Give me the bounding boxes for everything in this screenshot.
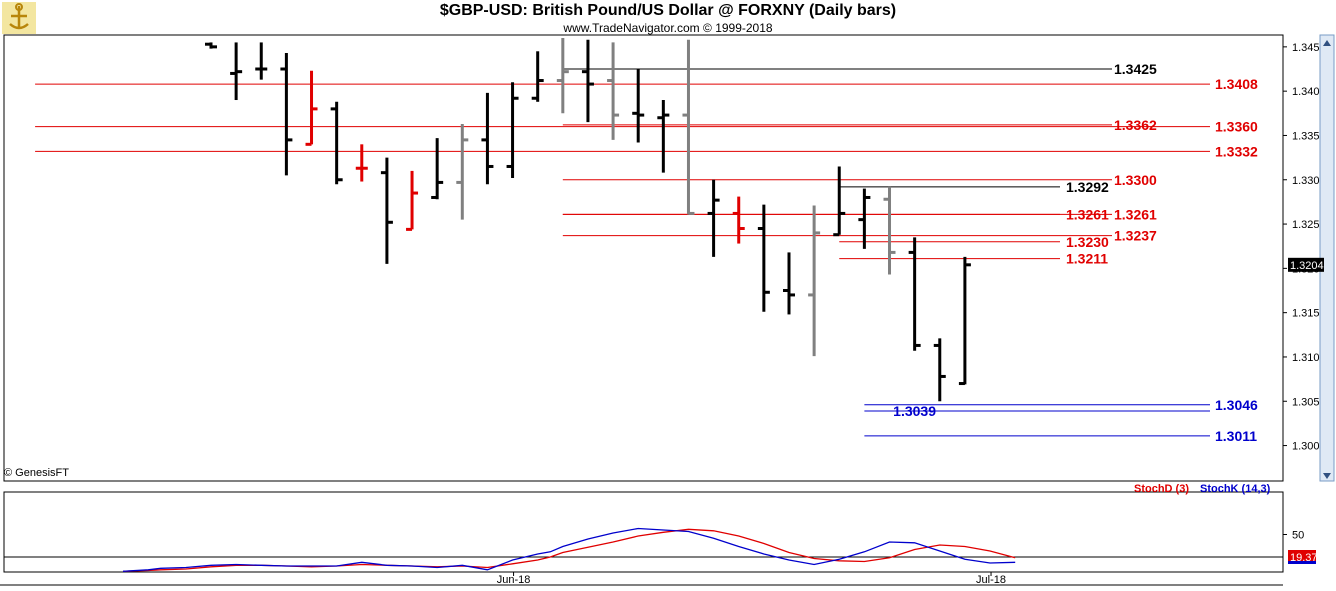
copyright-text: www.TradeNavigator.com © 1999-2018	[563, 21, 773, 35]
level-label: 1.3230	[1066, 234, 1109, 250]
scroll-up-icon[interactable]	[1323, 40, 1331, 46]
level-label: 1.3211	[1066, 251, 1108, 267]
last-price-label: 1.3204	[1290, 260, 1324, 272]
level-label: 1.3237	[1114, 228, 1157, 244]
date-label: Jun-18	[497, 574, 531, 586]
level-label: 1.3039	[893, 403, 936, 419]
price-tick-label: 1.3300	[1292, 175, 1326, 187]
level-label: 1.3360	[1215, 119, 1258, 135]
price-tick-label: 1.3050	[1292, 396, 1326, 408]
level-label: 1.3362	[1114, 117, 1157, 133]
last-price-box	[1288, 257, 1324, 272]
price-pane-frame	[3, 34, 1284, 482]
legend-stochd: StochD (3)	[1134, 483, 1189, 495]
price-tick-label: 1.3400	[1292, 86, 1326, 98]
stoch-pane-frame	[3, 491, 1284, 573]
level-label: 1.3011	[1215, 428, 1257, 444]
price-tick-label: 1.3450	[1292, 42, 1326, 54]
price-tick-label: 1.3250	[1292, 219, 1326, 231]
level-label: 1.3300	[1114, 172, 1157, 188]
level-label: 1.3332	[1215, 143, 1258, 159]
level-label: 1.3408	[1215, 76, 1258, 92]
stoch-tick-label: 50	[1292, 530, 1304, 542]
price-tick-label: 1.3100	[1292, 352, 1326, 364]
stoch-last-value-label: 19.37	[1290, 552, 1318, 564]
level-label: 1.3425	[1114, 61, 1157, 77]
stoch-last-value-box	[1288, 550, 1316, 564]
level-label: 1.3292	[1066, 179, 1109, 195]
level-label: 1.3261	[1114, 206, 1157, 222]
stoch-last-value-underline	[1288, 561, 1316, 564]
price-tick-label: 1.3000	[1292, 441, 1326, 453]
price-tick-label: 1.3350	[1292, 130, 1326, 142]
legend-stochk: StochK (14,3)	[1200, 483, 1271, 495]
price-tick-label: 1.3150	[1292, 308, 1326, 320]
date-label: Jul-18	[976, 574, 1006, 586]
chart-title: $GBP-USD: British Pound/US Dollar @ FORX…	[439, 2, 897, 19]
tradenavigator-logo-icon	[2, 2, 36, 34]
scroll-down-icon[interactable]	[1323, 473, 1331, 479]
level-label: 1.3046	[1215, 397, 1258, 413]
stoch-series-line	[122, 527, 1016, 572]
genesis-credit: © GenesisFT	[4, 467, 69, 479]
